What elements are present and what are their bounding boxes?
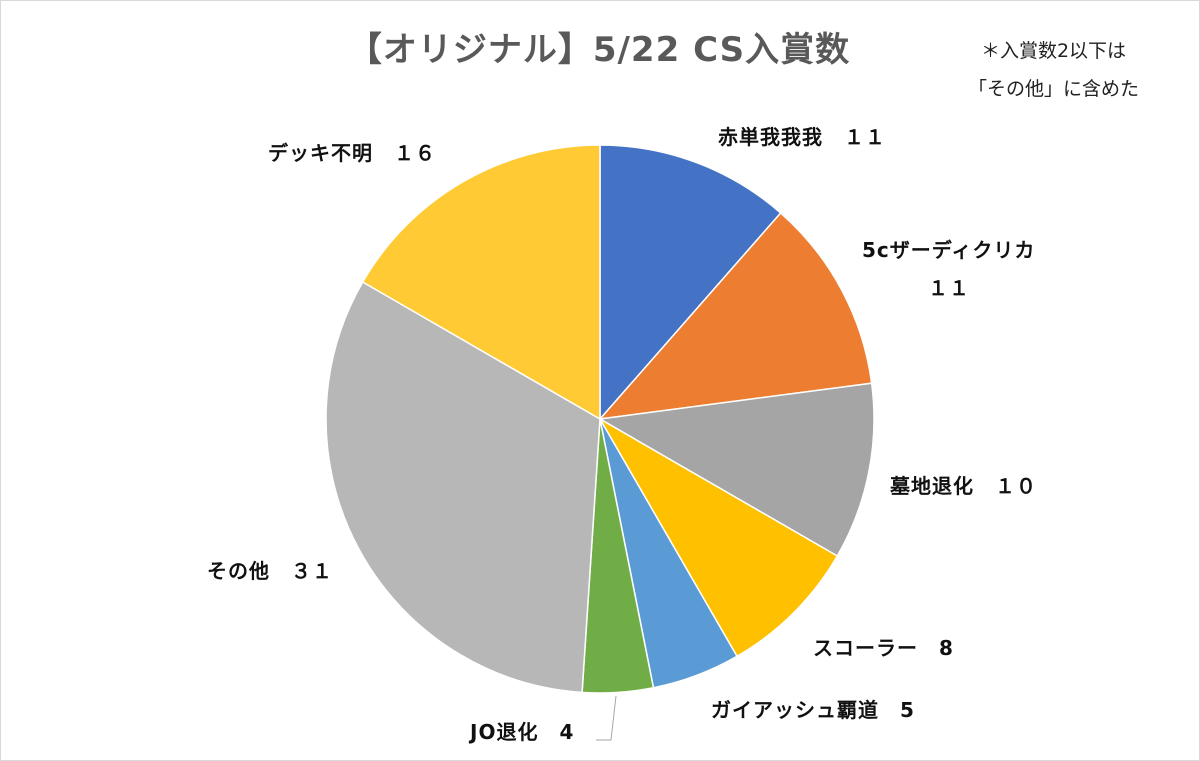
slice-name-sonota: その他 [207, 559, 270, 583]
slice-value-bochi: １０ [995, 474, 1037, 498]
note-line-2: 「その他」に含めた [968, 78, 1140, 100]
data-label-unknown: デッキ不明 １６ [268, 137, 436, 166]
slice-value-scholar: 8 [939, 636, 954, 660]
slice-name-bochi: 墓地退化 [890, 474, 974, 498]
data-label-gaiash: ガイアッシュ覇道 5 [711, 694, 915, 723]
pie-slice-6 [325, 280, 601, 694]
pie-slice-1 [598, 211, 873, 421]
data-label-jo: JO退化 4 [470, 716, 574, 745]
data-label-aka: 赤単我我我 １１ [718, 121, 886, 150]
slice-name-aka: 赤単我我我 [718, 125, 823, 149]
data-label-5c: 5cザーディクリカ [862, 234, 1035, 263]
note-line-1: ＊入賞数2以下は [980, 40, 1127, 62]
slice-value-gaiash: 5 [900, 698, 915, 722]
pie-slice-7 [361, 144, 601, 421]
slice-name-jo: JO退化 [470, 720, 539, 744]
data-label-scholar: スコーラー 8 [813, 632, 954, 661]
slice-value-aka: １１ [844, 125, 886, 149]
slice-name-5c: 5cザーディクリカ [862, 238, 1036, 262]
slice-name-unknown: デッキ不明 [268, 141, 373, 165]
data-label-sonota: その他 ３１ [207, 555, 333, 584]
chart-note: ＊入賞数2以下は 「その他」に含めた [968, 32, 1139, 108]
leader-line-jo [596, 695, 617, 741]
slice-name-scholar: スコーラー [813, 636, 918, 660]
slice-value-5c: １１ [928, 276, 970, 300]
slice-value-sonota: ３１ [291, 559, 333, 583]
pie-slice-3 [597, 416, 839, 658]
slice-value-jo: 4 [559, 720, 575, 744]
data-label-bochi: 墓地退化 １０ [890, 470, 1037, 499]
pie-slice-0 [599, 144, 782, 421]
pie-slice-2 [597, 382, 875, 558]
data-label-5c-value: １１ [928, 272, 970, 301]
chart-title: 【オリジナル】5/22 CS入賞数 [347, 30, 851, 70]
slice-value-unknown: １６ [394, 141, 436, 165]
slice-name-gaiash: ガイアッシュ覇道 [711, 698, 879, 722]
